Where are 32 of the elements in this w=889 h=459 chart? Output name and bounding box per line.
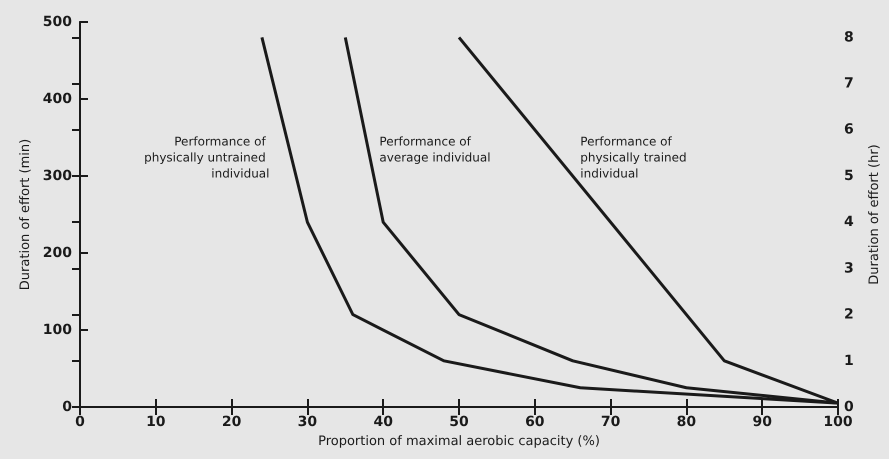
- y2-tick-label: 4: [844, 214, 854, 230]
- y-axis-title: Duration of effort (min): [18, 138, 33, 290]
- y2-axis-title: Duration of effort (hr): [867, 144, 882, 285]
- y-tick-label: 300: [42, 168, 72, 184]
- y-tick-label: 200: [42, 245, 72, 261]
- y2-tick-label: 6: [844, 122, 854, 138]
- x-tick-label: 50: [449, 414, 469, 430]
- y-tick-label: 100: [42, 322, 72, 338]
- x-tick-label: 40: [373, 414, 394, 430]
- x-tick-label: 30: [298, 414, 318, 430]
- y2-tick-label: 5: [844, 168, 854, 184]
- x-tick-label: 70: [600, 414, 621, 430]
- series-label: Performance of physically trained individual: [580, 134, 690, 181]
- x-tick-label: 100: [823, 414, 853, 430]
- x-tick-label: 0: [75, 414, 86, 430]
- y-tick-label: 400: [42, 91, 72, 107]
- y-tick-label: 500: [42, 14, 72, 30]
- x-tick-label: 10: [146, 414, 166, 430]
- y2-tick-label: 3: [844, 260, 854, 276]
- x-tick-label: 90: [752, 414, 772, 430]
- x-axis-title: Proportion of maximal aerobic capacity (%): [318, 434, 600, 449]
- y2-tick-label: 8: [844, 29, 854, 46]
- x-tick-label: 80: [676, 414, 696, 430]
- y2-tick-label: 2: [844, 306, 854, 323]
- x-tick-label: 60: [525, 414, 545, 430]
- series-label: Performance of average individual: [379, 134, 491, 165]
- y2-tick-label: 0: [844, 399, 854, 415]
- y2-tick-label: 1: [844, 352, 854, 369]
- x-tick-label: 20: [222, 414, 242, 430]
- y-tick-label: 0: [62, 399, 72, 415]
- series-label: Performance of physically untrained individual: [144, 134, 270, 181]
- y2-tick-label: 7: [844, 75, 854, 92]
